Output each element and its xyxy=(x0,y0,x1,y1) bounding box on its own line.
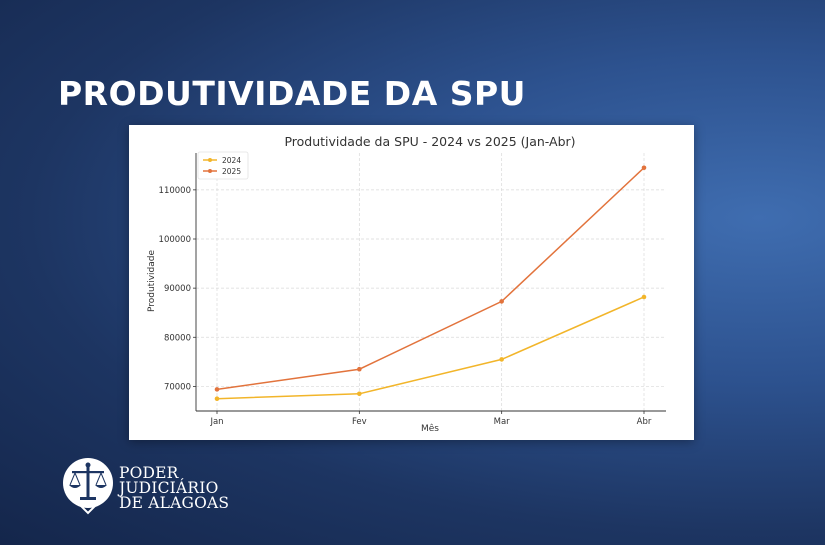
data-point-2025 xyxy=(214,387,220,392)
series-line-2024 xyxy=(216,296,645,400)
legend-label-2024: 2024 xyxy=(222,156,241,165)
data-point-2025 xyxy=(499,299,504,304)
x-tick-label: Mar xyxy=(494,417,511,427)
x-tick-labels: Jan Fev Mar Abr xyxy=(209,417,651,427)
poder-judiciario-logo: PODER JUDICIÁRIO DE ALAGOAS xyxy=(62,457,230,517)
y-tick-labels: 70000 80000 90000 100000 110000 xyxy=(159,186,191,393)
x-tick-label: Abr xyxy=(637,417,652,427)
logo-line-3: DE ALAGOAS xyxy=(119,494,230,512)
y-tick-label: 80000 xyxy=(164,333,191,343)
data-point-2024 xyxy=(641,294,647,300)
scales-of-justice-emblem-icon xyxy=(63,458,113,515)
legend-label-2025: 2025 xyxy=(222,167,241,176)
legend-items: 2024 2025 xyxy=(203,156,241,176)
logo-wordmark: PODER JUDICIÁRIO DE ALAGOAS xyxy=(119,464,230,512)
x-tick-label: Jan xyxy=(209,417,223,427)
y-tick-label: 70000 xyxy=(164,382,191,392)
grid-lines xyxy=(196,153,666,411)
data-point-2025 xyxy=(641,165,647,171)
y-axis-label: Produtividade xyxy=(147,250,157,312)
data-point-2024 xyxy=(499,357,504,362)
x-axis-label: Mês xyxy=(421,423,439,434)
chart-title: Produtividade da SPU - 2024 vs 2025 (Jan… xyxy=(284,134,575,149)
series-lines xyxy=(214,165,647,402)
line-chart: Produtividade da SPU - 2024 vs 2025 (Jan… xyxy=(147,134,666,434)
data-point-2025 xyxy=(357,366,362,372)
y-tick-label: 110000 xyxy=(159,186,191,196)
data-point-2024 xyxy=(214,396,220,402)
chart-legend: 2024 2025 xyxy=(197,151,249,180)
logo-line-1: PODER xyxy=(119,464,179,482)
page-headline: PRODUTIVIDADE DA SPU xyxy=(58,74,526,113)
chart-card: Produtividade da SPU - 2024 vs 2025 (Jan… xyxy=(129,125,694,440)
axes xyxy=(193,153,666,414)
y-tick-label: 90000 xyxy=(164,284,191,294)
legend-marker-2025 xyxy=(208,169,212,173)
series-line-2025 xyxy=(216,167,645,391)
legend-marker-2024 xyxy=(208,158,212,162)
logo-line-2: JUDICIÁRIO xyxy=(119,479,219,497)
y-tick-label: 100000 xyxy=(159,235,191,245)
data-point-2024 xyxy=(357,391,362,397)
x-tick-label: Fev xyxy=(352,417,367,427)
